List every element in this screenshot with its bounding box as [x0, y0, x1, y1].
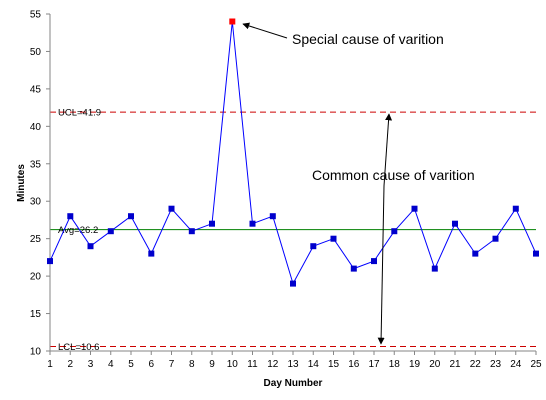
common-cause-annotation: Common cause of varition [312, 167, 475, 183]
x-tick-label: 16 [348, 359, 360, 370]
data-point [47, 258, 53, 265]
x-tick-label: 9 [209, 359, 215, 370]
x-tick-label: 25 [530, 359, 542, 370]
data-point-special-cause [229, 18, 236, 25]
common-cause-arrow-up [383, 113, 393, 187]
y-tick-label: 55 [30, 10, 42, 21]
data-point [492, 235, 499, 242]
special-cause-annotation: Special cause of varition [292, 31, 444, 47]
y-axis-title: Minutes [16, 164, 27, 202]
common-cause-arrow-down [377, 185, 385, 345]
data-point [168, 205, 175, 212]
y-tick-label: 50 [30, 47, 42, 58]
data-point [188, 228, 195, 235]
data-point [533, 250, 539, 257]
avg-label: Avg=26.2 [58, 225, 98, 236]
data-point [249, 220, 256, 227]
x-tick-label: 2 [67, 359, 73, 370]
y-tick-label: 45 [30, 84, 42, 95]
y-tick-label: 20 [30, 272, 42, 283]
data-point [371, 258, 377, 265]
x-ticks: 1 2 3 4 5 6 7 8 9 10 11 12 13 14 15 16 17 18 19 20 21 22 23 24 2… [47, 351, 542, 370]
ucl-label: UCL=41.9 [58, 108, 101, 119]
x-tick-label: 6 [148, 359, 154, 370]
y-tick-label: 40 [30, 122, 42, 133]
data-point [209, 220, 215, 227]
data-point [67, 213, 74, 220]
y-tick-label: 10 [30, 347, 42, 358]
y-ticks: 10 15 20 25 30 35 40 45 50 55 [30, 10, 50, 358]
data-point [107, 228, 114, 235]
x-tick-label: 13 [287, 359, 299, 370]
special-cause-arrow [242, 22, 288, 39]
data-point [269, 213, 276, 220]
x-tick-label: 8 [189, 359, 195, 370]
x-tick-label: 19 [409, 359, 421, 370]
x-tick-label: 10 [227, 359, 239, 370]
x-tick-label: 18 [389, 359, 401, 370]
data-point [431, 265, 438, 272]
x-tick-label: 24 [510, 359, 522, 370]
y-tick-label: 35 [30, 159, 42, 170]
data-point [411, 205, 418, 212]
x-tick-label: 7 [169, 359, 175, 370]
series-line [49, 21, 537, 285]
x-tick-label: 14 [308, 359, 320, 370]
data-point [148, 250, 155, 257]
y-tick-label: 25 [30, 234, 42, 245]
y-tick-label: 15 [30, 309, 42, 320]
x-tick-label: 11 [247, 359, 258, 370]
data-point [330, 235, 337, 242]
data-point [310, 243, 317, 250]
lcl-label: LCL=10.6 [58, 342, 99, 353]
data-point [512, 205, 519, 212]
x-tick-label: 4 [108, 359, 114, 370]
data-point [452, 220, 458, 227]
x-tick-label: 20 [429, 359, 441, 370]
data-point [290, 280, 296, 287]
x-tick-label: 22 [470, 359, 482, 370]
annotations: Special cause of varition Common cause o… [242, 22, 475, 345]
control-limits: UCL=41.9 Avg=26.2 LCL=10.6 [50, 108, 536, 353]
x-tick-label: 21 [449, 359, 461, 370]
series [47, 18, 539, 287]
x-tick-label: 15 [328, 359, 340, 370]
x-tick-label: 12 [267, 359, 279, 370]
x-axis-title: Day Number [264, 378, 323, 389]
x-tick-label: 1 [47, 359, 53, 370]
x-tick-label: 5 [128, 359, 134, 370]
y-tick-label: 30 [30, 197, 42, 208]
x-tick-label: 23 [490, 359, 502, 370]
x-tick-label: 3 [88, 359, 94, 370]
data-point [87, 243, 94, 250]
x-tick-label: 17 [368, 359, 380, 370]
data-point [350, 265, 357, 272]
data-point [128, 213, 134, 220]
data-point [472, 250, 479, 257]
data-point [391, 228, 398, 235]
